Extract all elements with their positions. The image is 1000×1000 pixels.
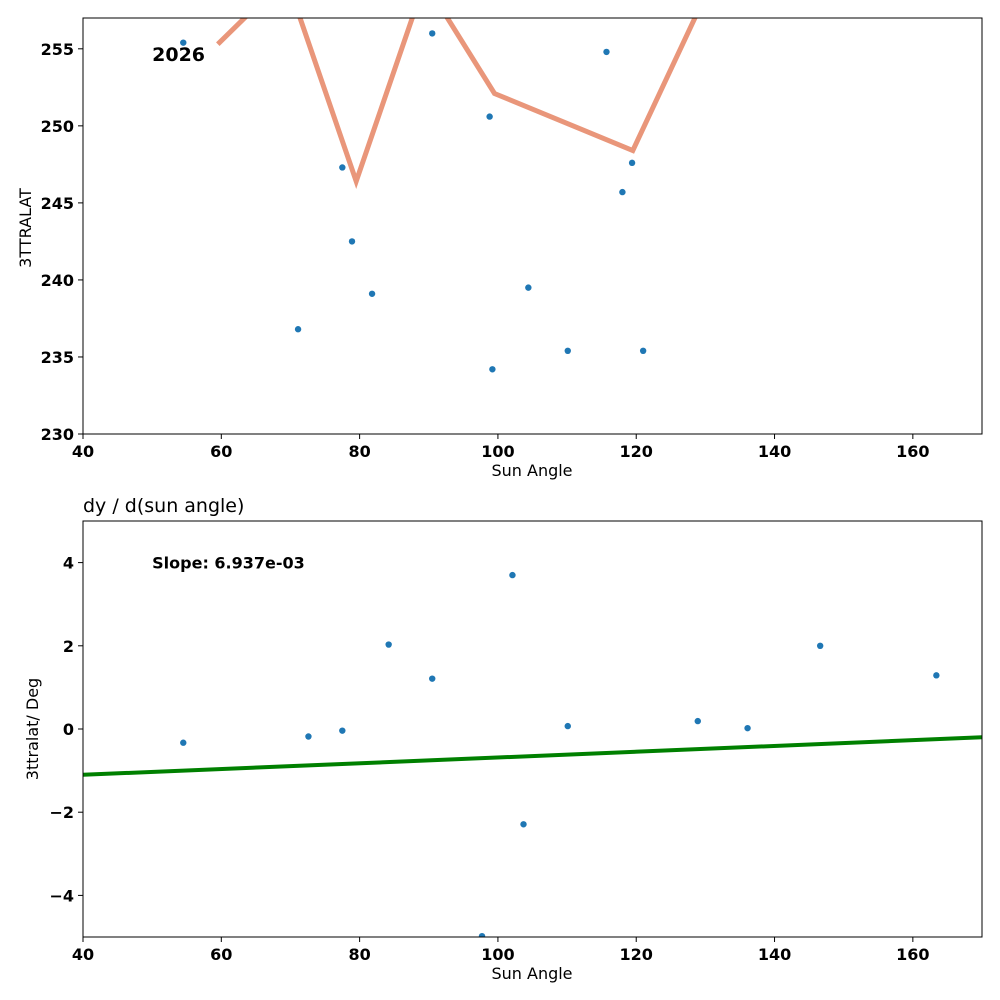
top-y-axis-label: 3TTRALAT [16,188,35,268]
top-x-tick-label: 140 [758,442,791,461]
top-y-tick-label: 230 [41,425,74,444]
top-data-point [489,366,496,373]
bottom-y-tick-label: −4 [49,886,74,905]
top-x-tick-label: 60 [210,442,232,461]
bottom-x-tick-label: 140 [758,945,791,964]
bottom-y-tick-label: 0 [63,720,74,739]
bottom-x-axis-label: Sun Angle [491,964,572,983]
bottom-plot-area [83,571,982,937]
bottom-data-point [933,672,940,679]
top-data-point [486,113,493,120]
bottom-y-tick-label: 2 [63,637,74,656]
bottom-data-point [339,727,346,734]
top-data-point [628,159,636,167]
bottom-data-point [509,571,516,579]
top-data-point [368,290,376,297]
top-y-tick-label: 245 [41,194,74,213]
bottom-data-point [744,724,751,732]
top-y-tick-label: 255 [41,40,74,59]
bottom-slope-line [83,735,982,777]
top-data-point [180,39,187,46]
bottom-data-point [520,821,527,828]
bottom-derivative-chart: dy / d(sun angle) 40 60 80 100 120 140 160 −4−… [23,495,983,983]
top-data-point [564,347,571,354]
top-data-point [525,284,532,291]
top-data-point [294,326,302,333]
bottom-x-tick-label: 160 [896,945,929,964]
bottom-y-axis: −4 −2 0 2 4 [49,554,83,905]
bottom-x-axis: 40 60 80 100 120 140 160 [72,937,930,964]
top-y-tick-label: 240 [41,271,74,290]
bottom-data-point [385,641,392,648]
top-data-point [603,48,610,56]
bottom-x-tick-label: 120 [620,945,653,964]
bottom-chart-annotation: Slope: 6.937e-03 [152,554,305,573]
bottom-y-tick-label: −2 [49,803,74,822]
bottom-chart-title: dy / d(sun angle) [83,495,244,517]
bottom-data-point [478,932,486,937]
top-data-point [619,188,626,196]
top-y-tick-label: 250 [41,117,74,136]
top-x-axis: 40 60 80 100 120 140 160 [72,434,930,461]
bottom-data-point [816,642,824,649]
top-trend-line [216,18,698,189]
top-chart-annotation: 2026 [152,44,205,66]
top-x-tick-label: 160 [896,442,929,461]
bottom-data-point [305,733,312,740]
top-y-axis: 230 235 240 245 250 255 [41,40,83,444]
top-data-point [339,164,346,171]
top-data-point [429,30,436,37]
top-plot-area [180,18,698,373]
bottom-x-tick-label: 80 [348,945,370,964]
bottom-y-axis-label: 3ttralat/ Deg [23,678,42,780]
bottom-x-tick-label: 60 [210,945,232,964]
top-x-tick-label: 80 [348,442,370,461]
top-x-tick-label: 100 [481,442,514,461]
top-x-tick-label: 40 [72,442,94,461]
bottom-data-point [429,675,436,682]
top-x-axis-label: Sun Angle [491,461,572,480]
bottom-data-point [564,722,571,730]
bottom-data-point [694,717,701,725]
top-x-tick-label: 120 [620,442,653,461]
bottom-x-tick-label: 40 [72,945,94,964]
top-plot-frame [82,17,983,435]
top-scatter-chart: 40 60 80 100 120 140 160 230 235 240 245 250 255 Su… [16,17,983,480]
top-y-tick-label: 235 [41,348,74,367]
top-data-point [348,238,356,245]
bottom-data-point [180,739,187,746]
bottom-y-tick-label: 4 [63,554,74,573]
top-data-point [639,347,647,354]
bottom-x-tick-label: 100 [481,945,514,964]
